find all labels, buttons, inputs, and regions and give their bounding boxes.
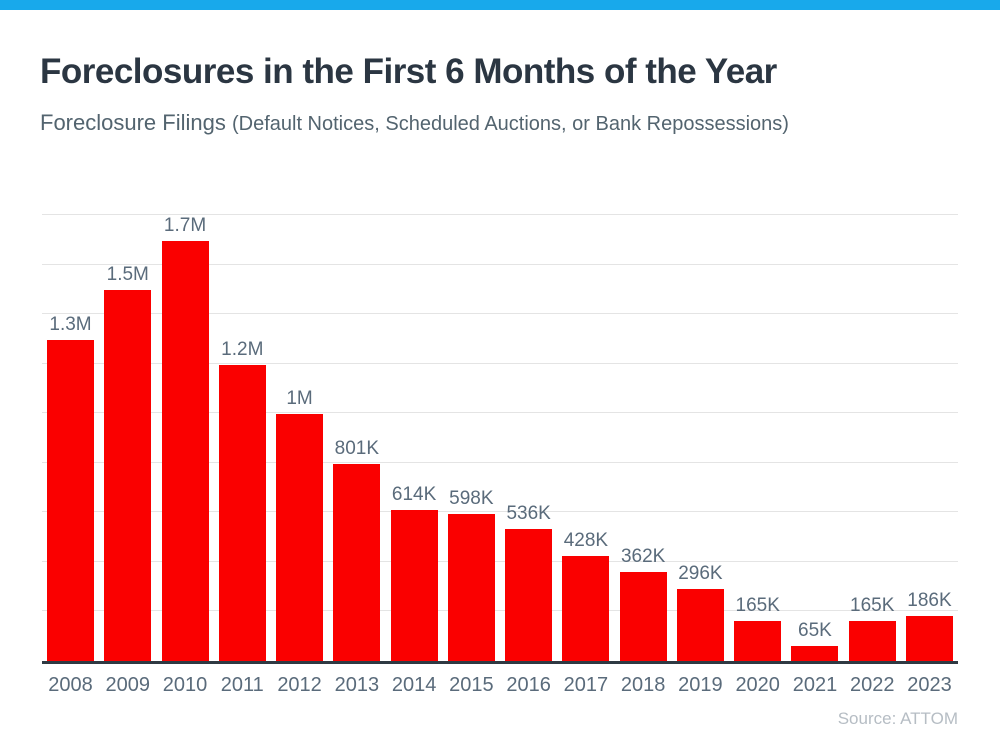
gridline [42,461,958,463]
bar [333,464,381,662]
plot-area: 1.3M 1.5M 1.7M 1.2M 1M 801K 614K 598K 536K 428K 36… [42,214,958,664]
x-axis-label: 2022 [849,674,895,696]
x-axis-label: 2021 [792,674,838,696]
bar-column: 1.5M [104,264,152,662]
bar-value-label: 428K [563,530,609,551]
page-subtitle: Foreclosure Filings (Default Notices, Sc… [40,109,960,138]
bar-value-label: 296K [678,563,723,584]
page-title: Foreclosures in the First 6 Months of th… [40,52,777,91]
bar-column: 1.3M [47,315,94,662]
gridline [42,263,958,265]
x-axis-label: 2014 [391,674,437,696]
x-axis-label: 2019 [678,674,723,696]
bar [791,646,839,662]
bar-column: 165K [734,595,782,662]
bar-column: 536K [505,503,553,662]
gridline [42,560,958,562]
bar-value-label: 65K [798,620,832,641]
x-axis-label: 2016 [506,674,551,696]
x-axis-label: 2012 [277,674,322,696]
bar-value-label: 598K [449,488,494,509]
bar-column: 801K [333,438,381,662]
gridline [42,412,958,414]
bar-value-label: 1.5M [106,264,149,285]
bar [390,510,438,662]
bar-value-label: 186K [907,590,952,611]
top-accent-bar [0,0,1000,10]
bar [848,621,896,662]
bar [218,365,266,662]
bar-value-label: 536K [506,503,551,524]
subtitle-main-text: Foreclosure Filings [40,110,226,136]
bar-value-label: 801K [334,438,380,459]
bar-column: 428K [562,530,610,662]
bar-column: 598K [447,488,495,662]
bar-value-label: 165K [735,595,780,616]
gridline [42,214,958,215]
x-axis-labels: 2008 2009 2010 2011 2012 2013 2014 2015 2016 2017… [42,675,958,695]
bar-column: 165K [848,595,896,662]
gridline [42,610,958,612]
bar [734,621,782,662]
bar-value-label: 614K [391,484,437,505]
bar [161,241,209,662]
x-axis-label: 2017 [563,674,609,696]
source-credit: Source: ATTOM [837,709,958,728]
chart-header: Foreclosures in the First 6 Months of th… [0,10,1000,138]
x-axis-line [42,661,958,664]
bar-column: 186K [905,590,953,662]
bar [676,589,724,662]
x-axis-label: 2020 [735,674,780,696]
bar-value-label: 165K [850,595,895,616]
bar-column: 614K [390,484,438,662]
x-axis-label: 2008 [48,674,93,696]
bar-value-label: 1.7M [163,215,207,236]
x-axis-label: 2009 [105,674,151,696]
x-axis-label: 2018 [620,674,666,696]
bar [104,290,152,662]
bar-column: 65K [791,620,839,662]
bar-chart: 1.3M 1.5M 1.7M 1.2M 1M 801K 614K 598K 536K 428K 36… [42,214,958,729]
bar [505,529,553,662]
gridline [42,313,958,315]
bar [905,616,953,662]
bar [47,340,94,662]
bar-value-label: 362K [620,546,666,567]
bar-column: 296K [676,563,724,662]
x-axis-label: 2023 [907,674,952,696]
bar-column: 362K [619,546,667,662]
bar [619,572,667,662]
x-axis-label: 2011 [220,674,264,696]
gridline [42,362,958,364]
bars-container: 1.3M 1.5M 1.7M 1.2M 1M 801K 614K 598K 536K 428K 36… [47,215,953,662]
subtitle-paren-text: (Default Notices, Scheduled Auctions, or… [231,113,789,136]
bar-value-label: 1.2M [221,339,264,360]
bar [447,514,495,662]
x-axis-label: 2010 [162,674,208,696]
x-axis-label: 2013 [334,674,380,696]
bar-column: 1.7M [161,215,209,662]
bar [276,414,324,662]
gridline [42,511,958,513]
bar-value-label: 1M [286,388,313,409]
bar-column: 1M [276,388,324,662]
bar-column: 1.2M [218,339,266,662]
x-axis-label: 2015 [449,674,494,696]
bar [562,556,610,662]
bar-value-label: 1.3M [49,314,92,335]
